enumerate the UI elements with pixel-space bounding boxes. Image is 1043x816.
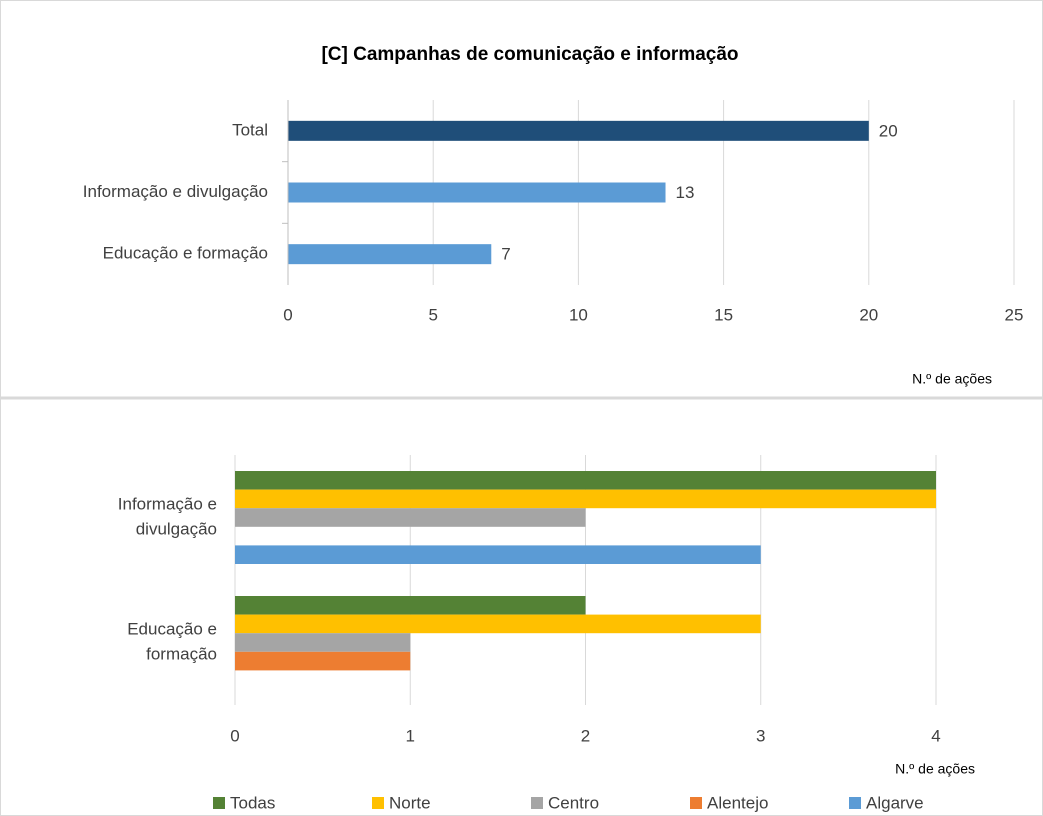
- y-tick-label: Educação e formação: [103, 244, 268, 263]
- data-label: 20: [879, 121, 898, 140]
- legend-swatch: [213, 797, 225, 809]
- data-label: 13: [676, 183, 695, 202]
- legend-label: Todas: [230, 793, 275, 812]
- x-tick-label: 5: [428, 305, 437, 324]
- legend-swatch: [531, 797, 543, 809]
- x-axis-label: N.º de ações: [912, 371, 992, 387]
- legend-label: Centro: [548, 793, 599, 812]
- x-tick-label: 15: [714, 305, 733, 324]
- x-tick-label: 4: [931, 726, 940, 745]
- label-line: divulgação: [136, 520, 217, 539]
- bar: [235, 614, 761, 634]
- bar: [288, 182, 666, 203]
- chart-title: [C] Campanhas de comunicação e informaçã…: [321, 44, 738, 65]
- x-tick-label: 0: [283, 305, 292, 324]
- label-line: Informação e: [118, 495, 217, 514]
- bar: [235, 596, 586, 615]
- bar: [235, 651, 411, 671]
- y-tick-label: Informação e divulgação: [83, 182, 268, 201]
- legend-label: Norte: [389, 793, 431, 812]
- x-tick-label: 1: [406, 726, 415, 745]
- y-tick-label: Informação e divulgação: [118, 495, 217, 539]
- bar: [288, 244, 492, 265]
- bar: [235, 508, 586, 527]
- x-tick-label: 20: [859, 305, 878, 324]
- bar: [235, 489, 936, 509]
- bar: [288, 120, 869, 141]
- x-tick-label: 10: [569, 305, 588, 324]
- x-tick-label: 2: [581, 726, 590, 745]
- data-label: 7: [501, 245, 510, 264]
- label-line: formação: [146, 645, 217, 664]
- x-tick-label: 25: [1005, 305, 1024, 324]
- x-tick-label: 0: [230, 726, 239, 745]
- y-tick-label: Total: [232, 120, 268, 139]
- legend-label: Algarve: [866, 793, 924, 812]
- legend-label: Alentejo: [707, 793, 768, 812]
- x-tick-label: 3: [756, 726, 765, 745]
- y-tick-label: Educação e formação: [127, 620, 217, 664]
- label-line: Educação e: [127, 620, 217, 639]
- bar: [235, 545, 761, 564]
- x-axis-label: N.º de ações: [895, 761, 975, 777]
- legend-swatch: [690, 797, 702, 809]
- bar: [235, 471, 936, 490]
- legend-swatch: [849, 797, 861, 809]
- bar: [235, 633, 411, 652]
- legend-swatch: [372, 797, 384, 809]
